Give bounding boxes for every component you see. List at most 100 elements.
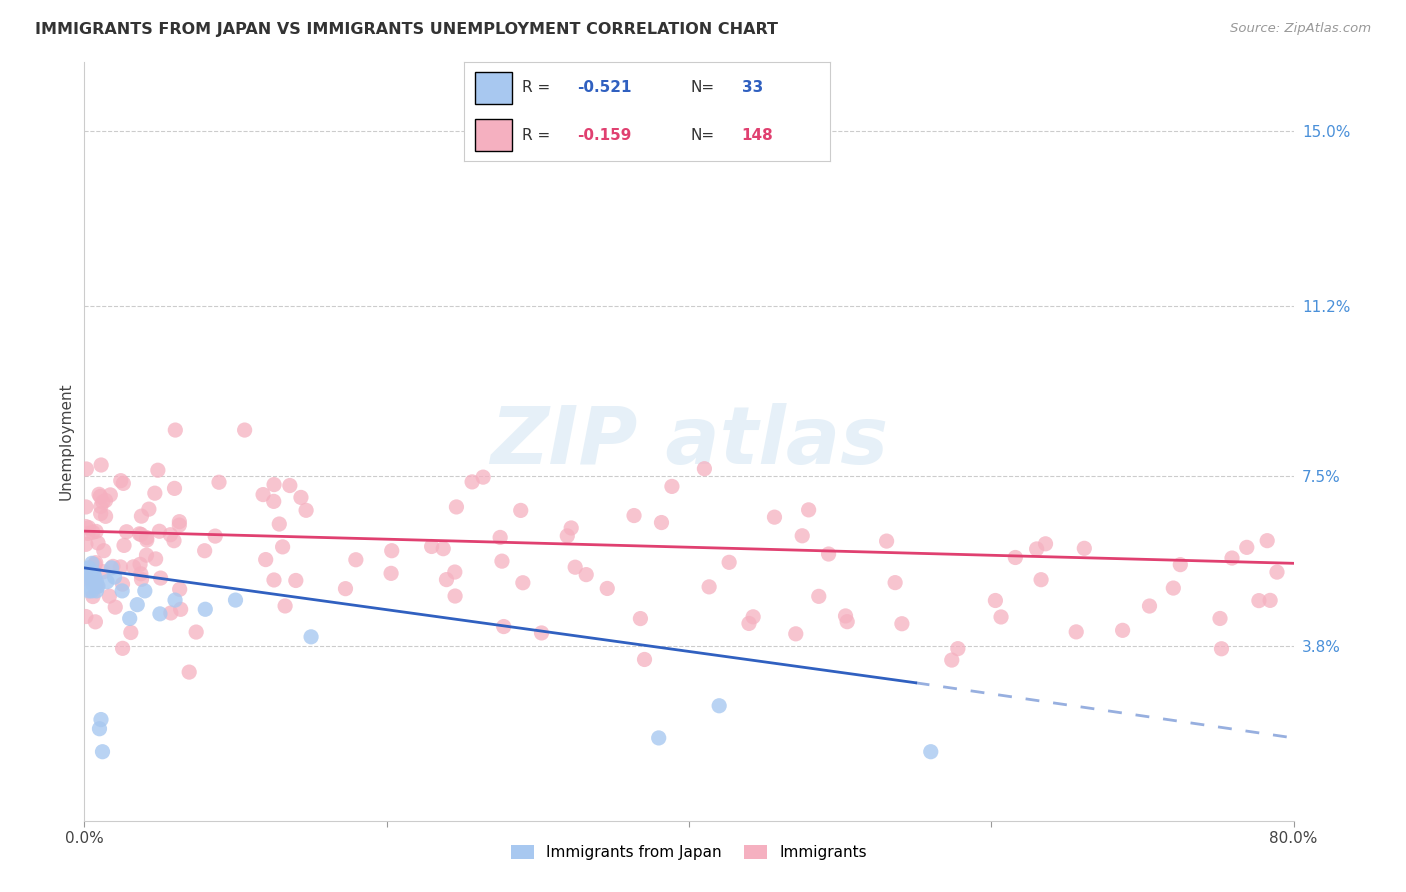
Point: [432, 541, 454, 556]
Point: [75, 537, 97, 551]
Point: [165, 593, 187, 607]
Point: [80, 583, 103, 598]
Text: N=: N=: [690, 80, 714, 95]
Point: [1004, 550, 1026, 565]
Point: [278, 478, 301, 492]
Text: R =: R =: [523, 80, 551, 95]
Point: [98, 589, 121, 603]
Point: [1064, 624, 1087, 639]
Point: [160, 606, 183, 620]
Point: [111, 577, 134, 591]
Point: [461, 475, 484, 489]
Point: [194, 602, 217, 616]
Point: [110, 560, 132, 574]
Text: R =: R =: [523, 128, 551, 143]
Point: [335, 582, 357, 596]
Point: [77, 583, 100, 598]
Point: [444, 589, 467, 603]
Point: [381, 543, 404, 558]
Point: [834, 609, 856, 624]
Point: [560, 521, 582, 535]
Point: [512, 575, 534, 590]
Point: [884, 575, 907, 590]
Point: [509, 503, 531, 517]
Point: [890, 616, 912, 631]
Text: ZIP atlas: ZIP atlas: [489, 402, 889, 481]
Point: [165, 423, 187, 437]
Point: [344, 553, 367, 567]
Point: [208, 475, 231, 490]
Point: [946, 641, 969, 656]
Text: N=: N=: [690, 128, 714, 143]
Point: [84, 615, 107, 629]
Point: [263, 477, 285, 491]
Point: [489, 531, 512, 545]
Point: [134, 583, 156, 598]
Point: [817, 547, 839, 561]
Point: [742, 610, 765, 624]
FancyBboxPatch shape: [475, 120, 512, 151]
Point: [82, 574, 104, 589]
Point: [1211, 641, 1233, 656]
Point: [1168, 558, 1191, 572]
Point: [75, 500, 97, 514]
Point: [96, 574, 118, 589]
Point: [807, 590, 830, 604]
Point: [87, 579, 110, 593]
Point: [115, 524, 138, 539]
Point: [98, 488, 121, 502]
Point: [149, 571, 172, 585]
Point: [797, 503, 820, 517]
Point: [120, 625, 142, 640]
Point: [1220, 551, 1243, 566]
Point: [76, 571, 98, 585]
Point: [1139, 599, 1161, 613]
Point: [135, 548, 157, 562]
Point: [110, 474, 132, 488]
Point: [633, 652, 655, 666]
Point: [693, 461, 716, 475]
Point: [86, 574, 108, 589]
Point: [1111, 624, 1133, 638]
Point: [128, 526, 150, 541]
Point: [145, 552, 167, 566]
Point: [233, 423, 256, 437]
Point: [90, 458, 112, 472]
Point: [204, 529, 226, 543]
Point: [79, 574, 101, 589]
Point: [1073, 541, 1095, 556]
Point: [1265, 565, 1288, 579]
Point: [1209, 611, 1232, 625]
Text: -0.521: -0.521: [578, 80, 631, 95]
Point: [295, 503, 318, 517]
Point: [129, 527, 152, 541]
Point: [169, 515, 191, 529]
Point: [104, 570, 127, 584]
Point: [837, 615, 859, 629]
Point: [876, 534, 898, 549]
Point: [159, 527, 181, 541]
Point: [86, 580, 108, 594]
Point: [920, 745, 942, 759]
Point: [575, 567, 598, 582]
Point: [697, 580, 720, 594]
Point: [274, 599, 297, 613]
Point: [112, 476, 135, 491]
Point: [661, 479, 683, 493]
Point: [93, 565, 115, 579]
Point: [1256, 533, 1278, 548]
Point: [77, 521, 100, 535]
Point: [420, 540, 443, 554]
Point: [89, 490, 111, 504]
Point: [650, 516, 672, 530]
Point: [101, 559, 124, 574]
Point: [984, 593, 1007, 607]
Point: [90, 500, 112, 514]
Point: [77, 526, 100, 541]
Legend: Immigrants from Japan, Immigrants: Immigrants from Japan, Immigrants: [505, 838, 873, 866]
Point: [87, 487, 110, 501]
Point: [530, 626, 553, 640]
Point: [290, 491, 312, 505]
Point: [118, 611, 141, 625]
Point: [122, 559, 145, 574]
